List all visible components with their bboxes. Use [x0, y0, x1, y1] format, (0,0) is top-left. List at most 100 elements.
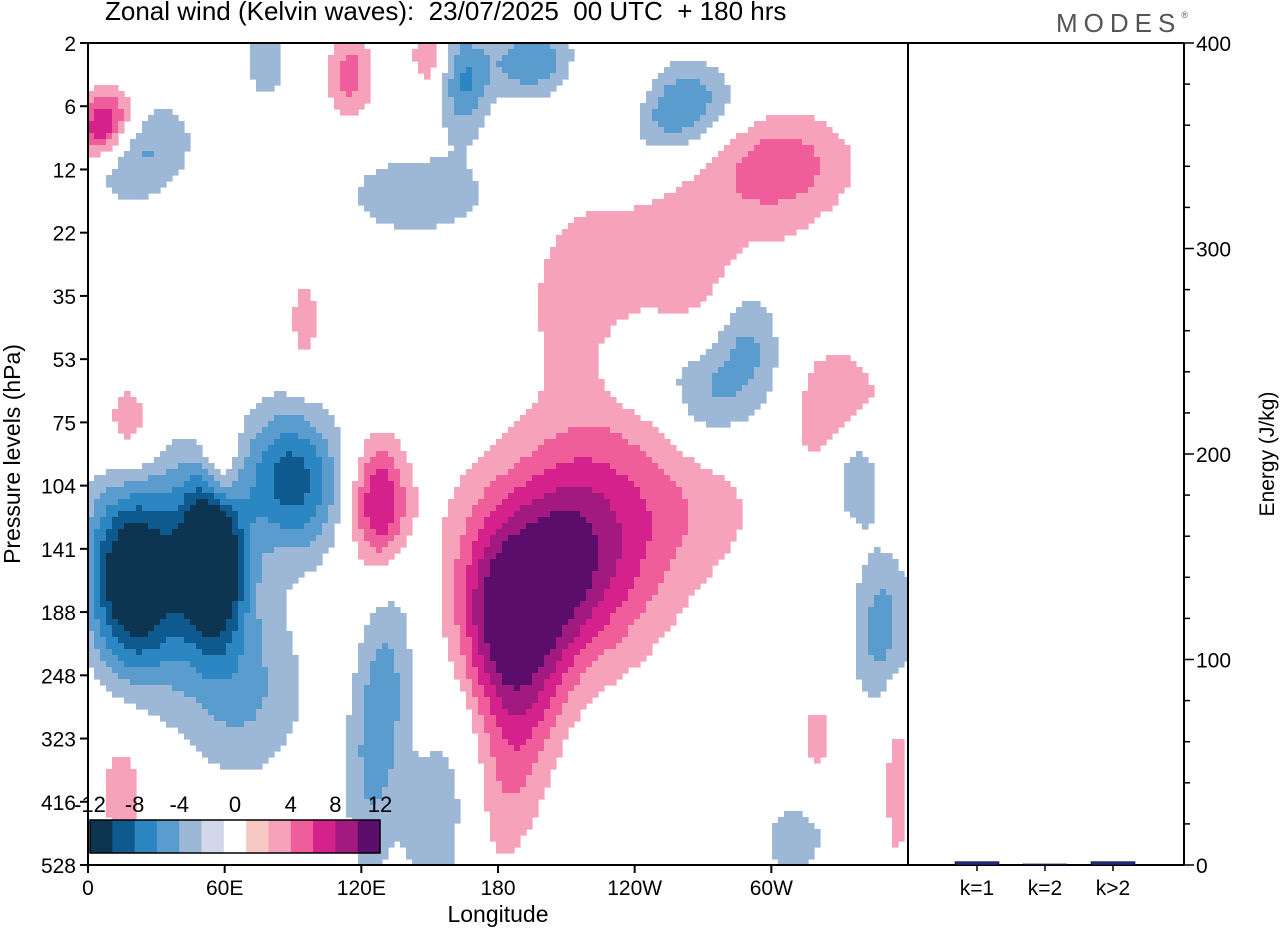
heatmap-cell — [706, 187, 713, 194]
heatmap-cell — [448, 583, 455, 590]
heatmap-cell — [286, 451, 293, 458]
heatmap-cell — [166, 457, 173, 464]
heatmap-cell — [634, 445, 641, 452]
heatmap-cell — [478, 541, 485, 548]
heatmap-cell — [568, 481, 575, 488]
heatmap-cell — [562, 307, 569, 314]
heatmap-cell — [322, 511, 329, 518]
heatmap-cell — [208, 511, 215, 518]
heatmap-cell — [508, 427, 515, 434]
heatmap-cell — [478, 547, 485, 554]
heatmap-cell — [112, 523, 119, 530]
heatmap-cell — [202, 571, 209, 578]
heatmap-cell — [154, 115, 161, 122]
heatmap-cell — [772, 337, 779, 344]
heatmap-cell — [724, 187, 731, 194]
heatmap-cell — [382, 535, 389, 542]
heatmap-cell — [622, 583, 629, 590]
heatmap-cell — [724, 151, 731, 158]
heatmap-cell — [364, 457, 371, 464]
heatmap-cell — [394, 439, 401, 446]
heatmap-cell — [550, 265, 557, 272]
heatmap-cell — [634, 499, 641, 506]
heatmap-cell — [610, 535, 617, 542]
heatmap-cell — [700, 565, 707, 572]
heatmap-cell — [592, 241, 599, 248]
heatmap-cell — [652, 505, 659, 512]
heatmap-cell — [286, 445, 293, 452]
heatmap-cell — [574, 301, 581, 308]
heatmap-cell — [682, 205, 689, 212]
heatmap-cell — [688, 259, 695, 266]
heatmap-cell — [586, 289, 593, 296]
heatmap-cell — [94, 595, 101, 602]
heatmap-cell — [130, 427, 137, 434]
heatmap-cell — [268, 487, 275, 494]
heatmap-cell — [112, 571, 119, 578]
heatmap-cell — [232, 517, 239, 524]
heatmap-cell — [730, 337, 737, 344]
heatmap-cell — [604, 517, 611, 524]
heatmap-cell — [106, 589, 113, 596]
heatmap-cell — [502, 529, 509, 536]
heatmap-cell — [220, 505, 227, 512]
heatmap-cell — [628, 265, 635, 272]
heatmap-cell — [382, 187, 389, 194]
heatmap-cell — [628, 223, 635, 230]
heatmap-cell — [760, 379, 767, 386]
heatmap-cell — [754, 205, 761, 212]
heatmap-cell — [676, 481, 683, 488]
heatmap-cell — [610, 529, 617, 536]
heatmap-cell — [160, 535, 167, 542]
heatmap-cell — [640, 523, 647, 530]
heatmap-cell — [274, 421, 281, 428]
heatmap-cell — [694, 475, 701, 482]
heatmap-cell — [838, 391, 845, 398]
heatmap-cell — [604, 481, 611, 488]
heatmap-cell — [766, 157, 773, 164]
heatmap-cell — [520, 499, 527, 506]
heatmap-cell — [496, 511, 503, 518]
heatmap-cell — [694, 133, 701, 140]
heatmap-cell — [616, 559, 623, 566]
heatmap-cell — [808, 121, 815, 128]
heatmap-cell — [754, 331, 761, 338]
heatmap-cell — [160, 511, 167, 518]
heatmap-cell — [526, 85, 533, 92]
heatmap-cell — [484, 55, 491, 62]
heatmap-cell — [694, 205, 701, 212]
heatmap-cell — [562, 469, 569, 476]
heatmap-cell — [796, 187, 803, 194]
heatmap-cell — [400, 451, 407, 458]
heatmap-cell — [532, 43, 539, 50]
heatmap-cell — [544, 301, 551, 308]
heatmap-cell — [208, 463, 215, 470]
heatmap-cell — [118, 571, 125, 578]
heatmap-cell — [634, 565, 641, 572]
heatmap-cell — [682, 67, 689, 74]
heatmap-cell — [172, 139, 179, 146]
heatmap-cell — [286, 523, 293, 530]
heatmap-cell — [460, 73, 467, 80]
heatmap-cell — [286, 433, 293, 440]
heatmap-cell — [526, 55, 533, 62]
heatmap-cell — [676, 583, 683, 590]
heatmap-cell — [286, 487, 293, 494]
heatmap-cell — [790, 217, 797, 224]
heatmap-cell — [460, 151, 467, 158]
heatmap-cell — [112, 487, 119, 494]
heatmap-cell — [700, 85, 707, 92]
heatmap-cell — [700, 289, 707, 296]
heatmap-cell — [754, 361, 761, 368]
heatmap-cell — [712, 493, 719, 500]
heatmap-cell — [466, 535, 473, 542]
heatmap-cell — [700, 475, 707, 482]
heatmap-cell — [586, 283, 593, 290]
heatmap-cell — [286, 511, 293, 518]
heatmap-cell — [724, 403, 731, 410]
heatmap-cell — [760, 217, 767, 224]
heatmap-cell — [700, 283, 707, 290]
heatmap-cell — [592, 283, 599, 290]
heatmap-cell — [556, 283, 563, 290]
heatmap-cell — [202, 589, 209, 596]
